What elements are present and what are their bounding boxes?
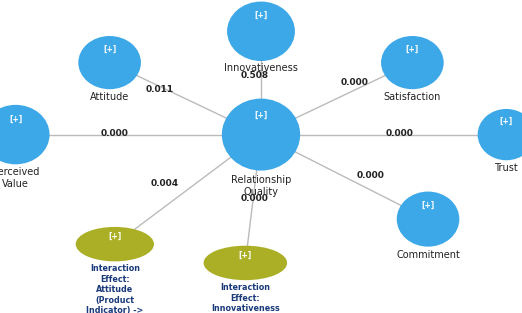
Ellipse shape	[222, 99, 300, 171]
Text: 0.508: 0.508	[241, 71, 269, 80]
Text: [+]: [+]	[406, 45, 419, 54]
Text: Attitude: Attitude	[90, 92, 129, 102]
Text: Commitment: Commitment	[396, 250, 460, 260]
Text: Satisfaction: Satisfaction	[384, 92, 441, 102]
Text: 0.000: 0.000	[241, 194, 269, 203]
Text: 0.000: 0.000	[341, 79, 369, 87]
Text: Interaction
Effect:
Innovativeness
(Product
Indicator) ->
Perceived
Value: Interaction Effect: Innovativeness (Prod…	[211, 283, 280, 313]
Text: Trust: Trust	[494, 163, 518, 173]
Text: 0.000: 0.000	[357, 171, 385, 180]
Ellipse shape	[0, 105, 50, 164]
Text: [+]: [+]	[254, 11, 268, 20]
Text: 0.000: 0.000	[385, 129, 413, 137]
Text: Perceived
Value: Perceived Value	[0, 167, 39, 189]
Text: [+]: [+]	[421, 201, 435, 210]
Ellipse shape	[76, 227, 154, 261]
Text: [+]: [+]	[254, 111, 268, 120]
Ellipse shape	[397, 192, 459, 247]
Text: 0.011: 0.011	[145, 85, 173, 94]
Ellipse shape	[204, 246, 287, 280]
Text: 0.000: 0.000	[101, 129, 129, 137]
Ellipse shape	[227, 2, 295, 61]
Text: [+]: [+]	[500, 117, 513, 126]
Text: Innovativeness: Innovativeness	[224, 63, 298, 73]
Ellipse shape	[381, 36, 444, 89]
Text: 0.004: 0.004	[150, 179, 179, 187]
Text: [+]: [+]	[9, 115, 22, 124]
Ellipse shape	[78, 36, 141, 89]
Text: Interaction
Effect:
Attitude
(Product
Indicator) ->
Perceived
Value: Interaction Effect: Attitude (Product In…	[86, 264, 144, 313]
Text: [+]: [+]	[103, 45, 116, 54]
Ellipse shape	[478, 109, 522, 160]
Text: [+]: [+]	[239, 251, 252, 259]
Text: [+]: [+]	[108, 232, 122, 241]
Text: Relationship
Quality: Relationship Quality	[231, 175, 291, 197]
